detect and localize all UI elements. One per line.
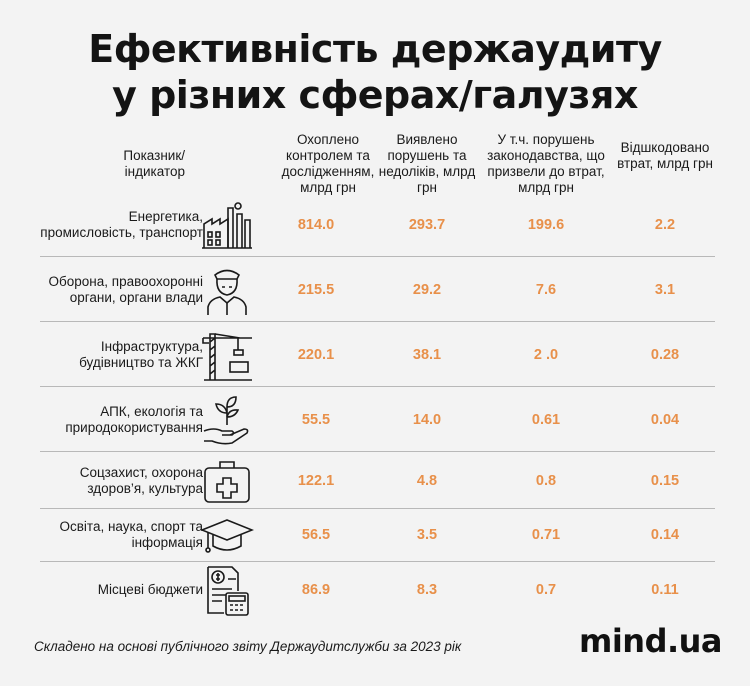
table-row: Освіта, наука, спорт та інформація 56.5 3.… [40, 509, 715, 561]
value-cell-col1: 56.5 [301, 527, 331, 543]
table-row: Соцзахист, охорона здоров’я, культура 122… [40, 454, 715, 508]
value-cell-col2: 38.1 [412, 347, 442, 363]
value-cell-col4: 0.28 [650, 347, 680, 363]
crane-icon [200, 328, 254, 382]
row-label: Енергетика, промисловість, транспорт [40, 209, 203, 240]
value-cell-col3: 199.6 [527, 217, 565, 233]
officer-icon [200, 263, 254, 317]
value-cell-col1: 86.9 [301, 582, 331, 598]
table-row: Енергетика, промисловість, транспорт 814.… [40, 192, 715, 258]
row-label: Оборона, правоохоронні органи, органи вл… [48, 274, 203, 305]
value-cell-col3: 0.61 [531, 412, 561, 428]
value-cell-col3: 0.71 [531, 527, 561, 543]
value-cell-col1: 55.5 [301, 412, 331, 428]
row-divider [40, 561, 715, 562]
graduation-cap-icon [199, 508, 255, 562]
brand-logo: mind.ua [578, 622, 723, 660]
plant-in-hand-icon [200, 393, 254, 447]
title-line-1: Ефективність держаудиту [88, 27, 662, 71]
header-indicator: Показник/ індикатор [123, 148, 185, 179]
value-cell-col1: 215.5 [297, 282, 335, 298]
value-cell-col1: 814.0 [297, 217, 335, 233]
value-cell-col2: 14.0 [412, 412, 442, 428]
value-cell-col4: 0.15 [650, 473, 680, 489]
value-cell-col4: 0.04 [650, 412, 680, 428]
table-row: АПК, екологія та природокористування 55.5… [40, 388, 715, 452]
row-label: Освіта, наука, спорт та інформація [59, 519, 204, 550]
value-cell-col2: 8.3 [416, 582, 438, 598]
table-row: Інфраструктура, будівництво та ЖКГ 220.1 3… [40, 323, 715, 387]
table-row: Оборона, правоохоронні органи, органи вл… [40, 258, 715, 322]
factory-icon [200, 198, 254, 252]
value-cell-col4: 3.1 [654, 282, 676, 298]
row-divider [40, 321, 715, 322]
row-label: Соцзахист, охорона здоров’я, культура [79, 465, 203, 496]
row-label: АПК, екологія та природокористування [65, 404, 203, 435]
footer-note: Складено на основі публічного звіту Держ… [34, 639, 462, 654]
header-col3: У т.ч. порушень законодавства, що призве… [487, 132, 605, 195]
budget-calculator-icon [200, 563, 254, 617]
value-cell-col2: 29.2 [412, 282, 442, 298]
value-cell-col4: 0.11 [651, 582, 679, 598]
value-cell-col2: 4.8 [416, 473, 438, 489]
page-title: Ефективність держаудиту у різних сферах/… [0, 26, 750, 118]
value-cell-col3: 0.8 [535, 473, 557, 489]
row-divider [40, 451, 715, 452]
header-col1: Охоплено контролем та дослідженням, млрд… [281, 132, 375, 195]
value-cell-col3: 2 .0 [533, 347, 559, 363]
row-label: Місцеві бюджети [97, 582, 203, 597]
value-cell-col1: 122.1 [297, 473, 335, 489]
value-cell-col4: 2.2 [654, 217, 676, 233]
medical-kit-icon [200, 454, 254, 508]
row-divider [40, 256, 715, 257]
header-col4: Відшкодовано втрат, млрд грн [617, 140, 713, 171]
value-cell-col3: 7.6 [535, 282, 557, 298]
row-divider [40, 386, 715, 387]
value-cell-col2: 293.7 [408, 217, 446, 233]
value-cell-col2: 3.5 [416, 527, 438, 543]
value-cell-col1: 220.1 [297, 347, 335, 363]
row-divider [40, 508, 715, 509]
value-cell-col3: 0.7 [535, 582, 557, 598]
header-col2: Виявлено порушень та недоліків, млрд грн [378, 132, 476, 195]
title-line-2: у різних сферах/галузях [112, 73, 638, 117]
table-row: Місцеві бюджети 86.9 8.3 0.7 0.11 [40, 562, 715, 618]
value-cell-col4: 0.14 [650, 527, 680, 543]
row-label: Інфраструктура, будівництво та ЖКГ [79, 339, 203, 370]
